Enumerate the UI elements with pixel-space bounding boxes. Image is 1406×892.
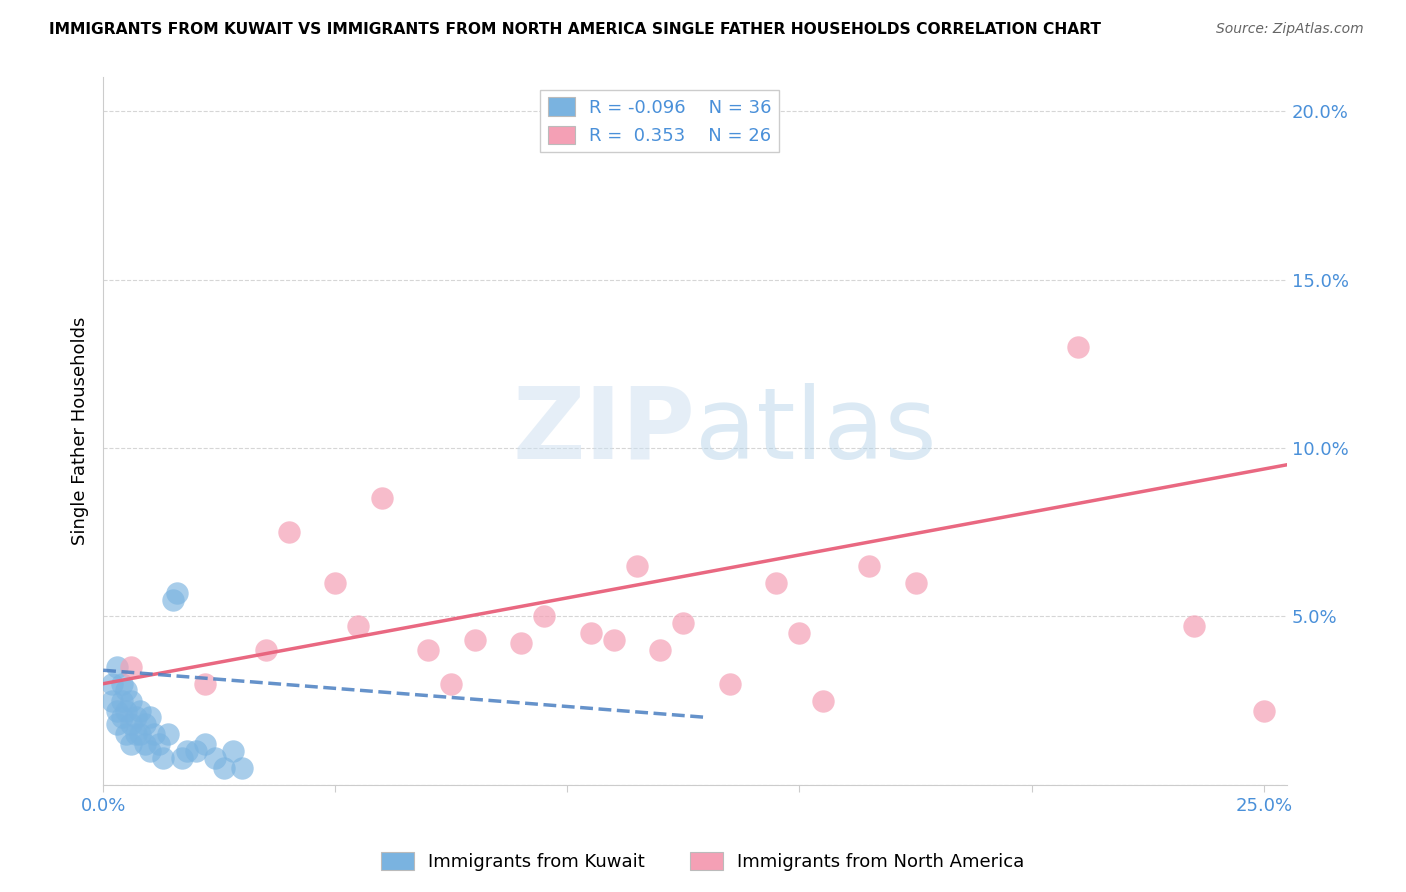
Point — [111, 710, 134, 724]
Point — [212, 761, 235, 775]
Point — [129, 727, 152, 741]
Point — [134, 737, 156, 751]
Point — [105, 704, 128, 718]
Y-axis label: Single Father Households: Single Father Households — [72, 317, 89, 545]
Point — [1067, 340, 1090, 354]
Point — [858, 558, 880, 573]
Point — [105, 717, 128, 731]
Point — [277, 525, 299, 540]
Point — [765, 575, 787, 590]
Point — [811, 693, 834, 707]
Point — [120, 737, 142, 751]
Point — [533, 609, 555, 624]
Point — [464, 632, 486, 647]
Point — [416, 643, 439, 657]
Point — [115, 683, 138, 698]
Point — [510, 636, 533, 650]
Point — [124, 727, 146, 741]
Point — [184, 744, 207, 758]
Point — [222, 744, 245, 758]
Point — [789, 626, 811, 640]
Point — [111, 693, 134, 707]
Point — [101, 693, 124, 707]
Text: atlas: atlas — [695, 383, 936, 480]
Legend: R = -0.096    N = 36, R =  0.353    N = 26: R = -0.096 N = 36, R = 0.353 N = 26 — [540, 90, 779, 153]
Point — [138, 744, 160, 758]
Point — [138, 710, 160, 724]
Point — [120, 660, 142, 674]
Point — [129, 704, 152, 718]
Point — [672, 616, 695, 631]
Text: Source: ZipAtlas.com: Source: ZipAtlas.com — [1216, 22, 1364, 37]
Point — [120, 693, 142, 707]
Text: ZIP: ZIP — [512, 383, 695, 480]
Point — [176, 744, 198, 758]
Point — [111, 676, 134, 690]
Point — [718, 676, 741, 690]
Point — [101, 676, 124, 690]
Point — [162, 592, 184, 607]
Point — [134, 717, 156, 731]
Point — [148, 737, 170, 751]
Point — [1182, 619, 1205, 633]
Point — [440, 676, 463, 690]
Point — [166, 586, 188, 600]
Point — [650, 643, 672, 657]
Point — [152, 751, 174, 765]
Point — [124, 710, 146, 724]
Point — [115, 727, 138, 741]
Point — [347, 619, 370, 633]
Point — [105, 660, 128, 674]
Point — [370, 491, 392, 506]
Point — [254, 643, 277, 657]
Text: IMMIGRANTS FROM KUWAIT VS IMMIGRANTS FROM NORTH AMERICA SINGLE FATHER HOUSEHOLDS: IMMIGRANTS FROM KUWAIT VS IMMIGRANTS FRO… — [49, 22, 1101, 37]
Point — [904, 575, 927, 590]
Point — [120, 717, 142, 731]
Point — [143, 727, 166, 741]
Legend: Immigrants from Kuwait, Immigrants from North America: Immigrants from Kuwait, Immigrants from … — [374, 845, 1032, 879]
Point — [626, 558, 648, 573]
Point — [231, 761, 253, 775]
Point — [1253, 704, 1275, 718]
Point — [204, 751, 226, 765]
Point — [170, 751, 193, 765]
Point — [194, 737, 217, 751]
Point — [323, 575, 346, 590]
Point — [194, 676, 217, 690]
Point — [603, 632, 626, 647]
Point — [579, 626, 602, 640]
Point — [115, 704, 138, 718]
Point — [157, 727, 180, 741]
